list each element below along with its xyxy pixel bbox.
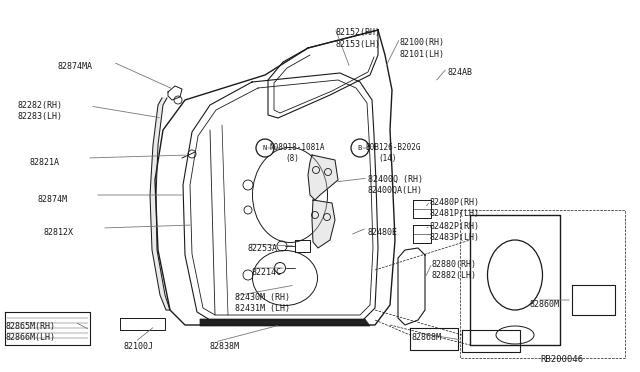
Polygon shape bbox=[200, 319, 370, 326]
Text: 82431M (LH): 82431M (LH) bbox=[235, 304, 290, 313]
Text: 82874MA: 82874MA bbox=[57, 62, 92, 71]
Text: (14): (14) bbox=[378, 154, 397, 163]
Text: B0B126-B202G: B0B126-B202G bbox=[365, 143, 420, 152]
Text: 82152(RH): 82152(RH) bbox=[335, 28, 380, 37]
Text: 824AB: 824AB bbox=[447, 68, 472, 77]
Circle shape bbox=[256, 139, 274, 157]
Text: 82880(RH): 82880(RH) bbox=[432, 260, 477, 269]
Text: 82400Q (RH): 82400Q (RH) bbox=[368, 175, 423, 184]
Text: (8): (8) bbox=[285, 154, 299, 163]
Text: 82821A: 82821A bbox=[30, 158, 60, 167]
Text: 82812X: 82812X bbox=[44, 228, 74, 237]
Text: 82866M(LH): 82866M(LH) bbox=[5, 333, 55, 342]
Text: 82480E: 82480E bbox=[367, 228, 397, 237]
Text: 82253A: 82253A bbox=[248, 244, 278, 253]
Text: 82400QA(LH): 82400QA(LH) bbox=[368, 186, 423, 195]
Text: 82483P(LH): 82483P(LH) bbox=[430, 233, 480, 242]
Text: B: B bbox=[358, 145, 362, 151]
Text: 82480P(RH): 82480P(RH) bbox=[430, 198, 480, 207]
Polygon shape bbox=[312, 200, 335, 248]
Text: 82282(RH): 82282(RH) bbox=[18, 101, 63, 110]
Text: 82868M: 82868M bbox=[412, 333, 442, 342]
Text: 82214C: 82214C bbox=[252, 268, 282, 277]
Text: 82153(LH): 82153(LH) bbox=[335, 40, 380, 49]
Text: 82283(LH): 82283(LH) bbox=[18, 112, 63, 121]
Text: 82101(LH): 82101(LH) bbox=[400, 50, 445, 59]
Text: 82481P(LH): 82481P(LH) bbox=[430, 209, 480, 218]
Text: N08918-1081A: N08918-1081A bbox=[270, 143, 326, 152]
Text: 82482P(RH): 82482P(RH) bbox=[430, 222, 480, 231]
Text: 82865M(RH): 82865M(RH) bbox=[5, 322, 55, 331]
Text: 82882(LH): 82882(LH) bbox=[432, 271, 477, 280]
Text: N: N bbox=[263, 145, 267, 151]
Text: 82100(RH): 82100(RH) bbox=[400, 38, 445, 47]
Polygon shape bbox=[308, 155, 338, 200]
Text: 82100J: 82100J bbox=[123, 342, 153, 351]
Text: 82838M: 82838M bbox=[210, 342, 240, 351]
Text: 82874M: 82874M bbox=[38, 195, 68, 204]
Circle shape bbox=[351, 139, 369, 157]
Polygon shape bbox=[150, 98, 170, 310]
Text: 82430M (RH): 82430M (RH) bbox=[235, 293, 290, 302]
Text: RB200046: RB200046 bbox=[540, 355, 583, 364]
Text: 82860M: 82860M bbox=[530, 300, 560, 309]
